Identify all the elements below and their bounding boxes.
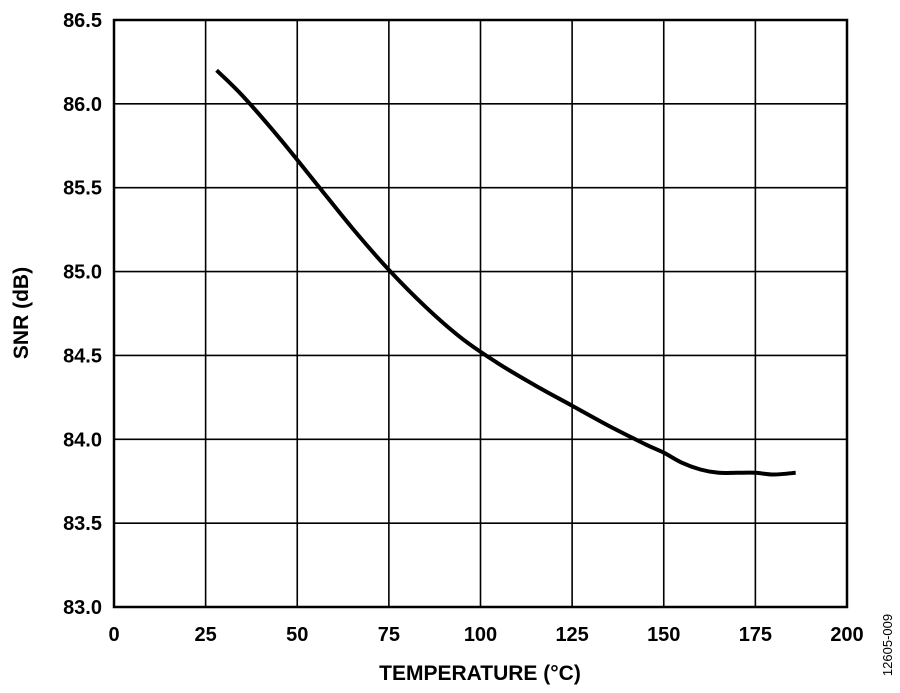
y-tick-label-85.5: 85.5 — [63, 178, 102, 200]
y-tick-label-84.0: 84.0 — [63, 429, 102, 451]
y-axis-title: SNR (dB) — [10, 267, 33, 359]
y-tick-label-83.5: 83.5 — [63, 513, 102, 535]
x-tick-label-175: 175 — [739, 624, 772, 646]
series-line-snr — [215, 68, 796, 477]
y-axis-tick-labels: 83.0 83.5 84.0 84.5 85.0 85.5 86.0 86.5 — [63, 10, 102, 619]
y-tick-label-86.5: 86.5 — [63, 10, 102, 32]
grid-lines — [114, 20, 847, 607]
x-tick-label-125: 125 — [555, 624, 588, 646]
y-tick-label-86.0: 86.0 — [63, 94, 102, 116]
plot-frame — [112, 18, 849, 609]
x-tick-label-25: 25 — [195, 624, 217, 646]
y-tick-label-84.5: 84.5 — [63, 345, 102, 367]
x-tick-label-150: 150 — [647, 624, 680, 646]
x-axis-title: TEMPERATURE (°C) — [379, 662, 581, 685]
x-tick-label-50: 50 — [286, 624, 308, 646]
figure-id-label: 12605-009 — [880, 614, 895, 676]
data-series — [215, 68, 796, 477]
x-tick-label-0: 0 — [108, 624, 119, 646]
y-tick-label-83.0: 83.0 — [63, 597, 102, 619]
x-tick-label-75: 75 — [378, 624, 400, 646]
x-tick-label-200: 200 — [830, 624, 863, 646]
x-axis-tick-labels: 0 25 50 75 100 125 150 175 200 — [108, 624, 863, 646]
y-tick-label-85.0: 85.0 — [63, 262, 102, 284]
x-tick-label-100: 100 — [464, 624, 497, 646]
